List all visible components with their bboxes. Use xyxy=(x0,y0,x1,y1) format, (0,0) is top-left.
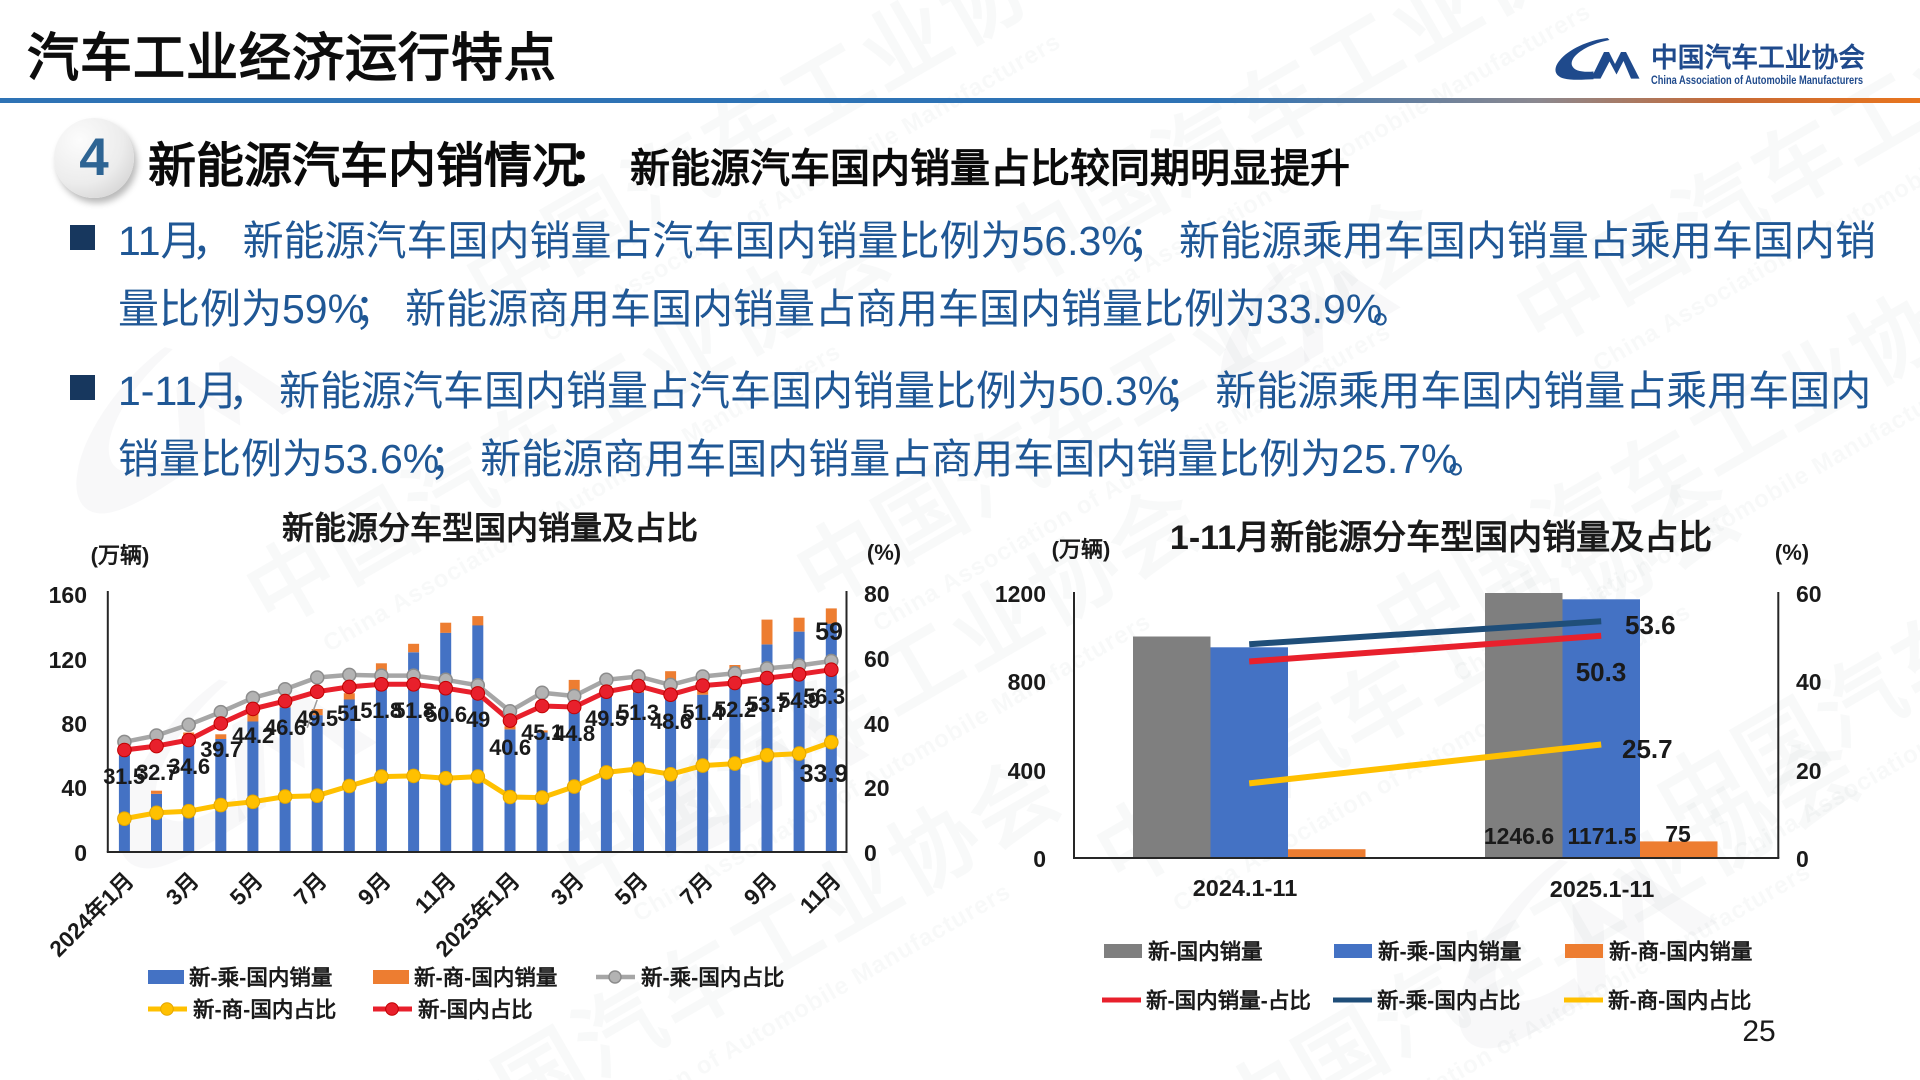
svg-text:中国汽车工业协会: 中国汽车工业协会 xyxy=(1651,42,1865,73)
svg-text:400: 400 xyxy=(1008,758,1046,784)
svg-text:新-商-国内占比: 新-商-国内占比 xyxy=(1608,988,1751,1013)
svg-text:44.2: 44.2 xyxy=(232,723,274,748)
svg-text:49.5: 49.5 xyxy=(585,706,627,731)
svg-text:49.5: 49.5 xyxy=(296,706,338,731)
svg-text:39.7: 39.7 xyxy=(200,737,242,762)
svg-text:20: 20 xyxy=(1796,758,1822,784)
svg-text:51.4: 51.4 xyxy=(682,700,725,725)
svg-text:新-乘-国内销量: 新-乘-国内销量 xyxy=(189,965,332,990)
svg-text:(%): (%) xyxy=(1775,540,1809,565)
svg-text:2025.1-11: 2025.1-11 xyxy=(1550,876,1655,902)
svg-text:51: 51 xyxy=(337,701,361,726)
svg-text:40: 40 xyxy=(864,711,890,737)
svg-text:2024年1月: 2024年1月 xyxy=(44,867,138,961)
svg-text:25.7: 25.7 xyxy=(1622,734,1673,764)
svg-text:46.6: 46.6 xyxy=(264,715,306,740)
svg-text:新-乘-国内占比: 新-乘-国内占比 xyxy=(1377,988,1520,1013)
svg-text:34.6: 34.6 xyxy=(168,754,210,779)
svg-text:54.9: 54.9 xyxy=(778,688,820,713)
svg-text:120: 120 xyxy=(49,647,87,673)
svg-text:新-国内占比: 新-国内占比 xyxy=(418,997,533,1022)
svg-text:(万辆): (万辆) xyxy=(1052,537,1111,562)
svg-text:33.9: 33.9 xyxy=(800,760,849,788)
svg-text:53.7: 53.7 xyxy=(746,692,788,717)
svg-text:3月: 3月 xyxy=(546,868,588,910)
svg-text:China Association of Automobil: China Association of Automobile Manufact… xyxy=(1651,73,1863,87)
svg-text:新-乘-国内销量: 新-乘-国内销量 xyxy=(1378,939,1521,964)
svg-text:75: 75 xyxy=(1665,821,1691,847)
svg-text:新-国内销量-占比: 新-国内销量-占比 xyxy=(1146,988,1311,1013)
svg-text:新-乘-国内占比: 新-乘-国内占比 xyxy=(641,965,784,990)
svg-text:60: 60 xyxy=(864,646,890,672)
svg-text:160: 160 xyxy=(49,582,87,608)
svg-text:40: 40 xyxy=(61,775,87,801)
svg-text:52.2: 52.2 xyxy=(714,697,756,722)
svg-text:48.6: 48.6 xyxy=(650,709,692,734)
svg-text:49: 49 xyxy=(466,707,490,732)
svg-text:新-商-国内销量: 新-商-国内销量 xyxy=(1609,939,1752,964)
svg-text:56.3: 56.3 xyxy=(803,684,845,709)
svg-text:51.3: 51.3 xyxy=(617,700,659,725)
svg-text:31.5: 31.5 xyxy=(103,764,145,789)
svg-text:(%): (%) xyxy=(867,540,901,565)
svg-text:7月: 7月 xyxy=(675,868,717,910)
svg-text:40: 40 xyxy=(1796,669,1822,695)
svg-text:45.1: 45.1 xyxy=(521,720,563,745)
svg-text:新能源分车型国内销量及占比: 新能源分车型国内销量及占比 xyxy=(282,510,698,546)
svg-text:新-国内销量: 新-国内销量 xyxy=(1148,939,1263,964)
svg-text:59: 59 xyxy=(815,618,843,646)
svg-text:80: 80 xyxy=(864,581,890,607)
svg-text:0: 0 xyxy=(864,840,877,866)
svg-text:1171.5: 1171.5 xyxy=(1567,823,1636,849)
svg-text:80: 80 xyxy=(61,711,87,737)
svg-text:0: 0 xyxy=(1796,846,1809,872)
svg-text:0: 0 xyxy=(74,840,87,866)
svg-text:9月: 9月 xyxy=(353,868,395,910)
svg-text:3月: 3月 xyxy=(161,868,203,910)
svg-text:11月: 11月 xyxy=(795,868,845,918)
svg-text:25: 25 xyxy=(1742,1015,1775,1048)
svg-text:5月: 5月 xyxy=(225,868,267,910)
svg-text:2024.1-11: 2024.1-11 xyxy=(1193,875,1298,901)
svg-text:1-11月新能源分车型国内销量及占比: 1-11月新能源分车型国内销量及占比 xyxy=(1170,519,1712,557)
svg-text:(万辆): (万辆) xyxy=(91,543,150,568)
svg-text:11月: 11月 xyxy=(410,868,460,918)
svg-text:44.8: 44.8 xyxy=(553,721,595,746)
svg-text:50.3: 50.3 xyxy=(1576,657,1627,687)
svg-text:1246.6: 1246.6 xyxy=(1484,823,1554,849)
svg-text:7月: 7月 xyxy=(289,868,331,910)
svg-text:新-商-国内销量: 新-商-国内销量 xyxy=(414,965,557,990)
svg-text:51.8: 51.8 xyxy=(360,698,402,723)
svg-text:53.6: 53.6 xyxy=(1625,610,1676,640)
svg-text:20: 20 xyxy=(864,775,890,801)
svg-text:5月: 5月 xyxy=(610,868,652,910)
svg-text:40.6: 40.6 xyxy=(489,735,531,760)
svg-text:800: 800 xyxy=(1008,669,1046,695)
svg-text:32.7: 32.7 xyxy=(136,760,178,785)
svg-text:0: 0 xyxy=(1033,846,1046,872)
svg-text:1200: 1200 xyxy=(995,581,1046,607)
svg-text:51.8: 51.8 xyxy=(393,698,435,723)
svg-text:9月: 9月 xyxy=(739,868,781,910)
svg-text:50.6: 50.6 xyxy=(425,702,467,727)
svg-text:新-商-国内占比: 新-商-国内占比 xyxy=(193,997,336,1022)
svg-text:60: 60 xyxy=(1796,581,1822,607)
